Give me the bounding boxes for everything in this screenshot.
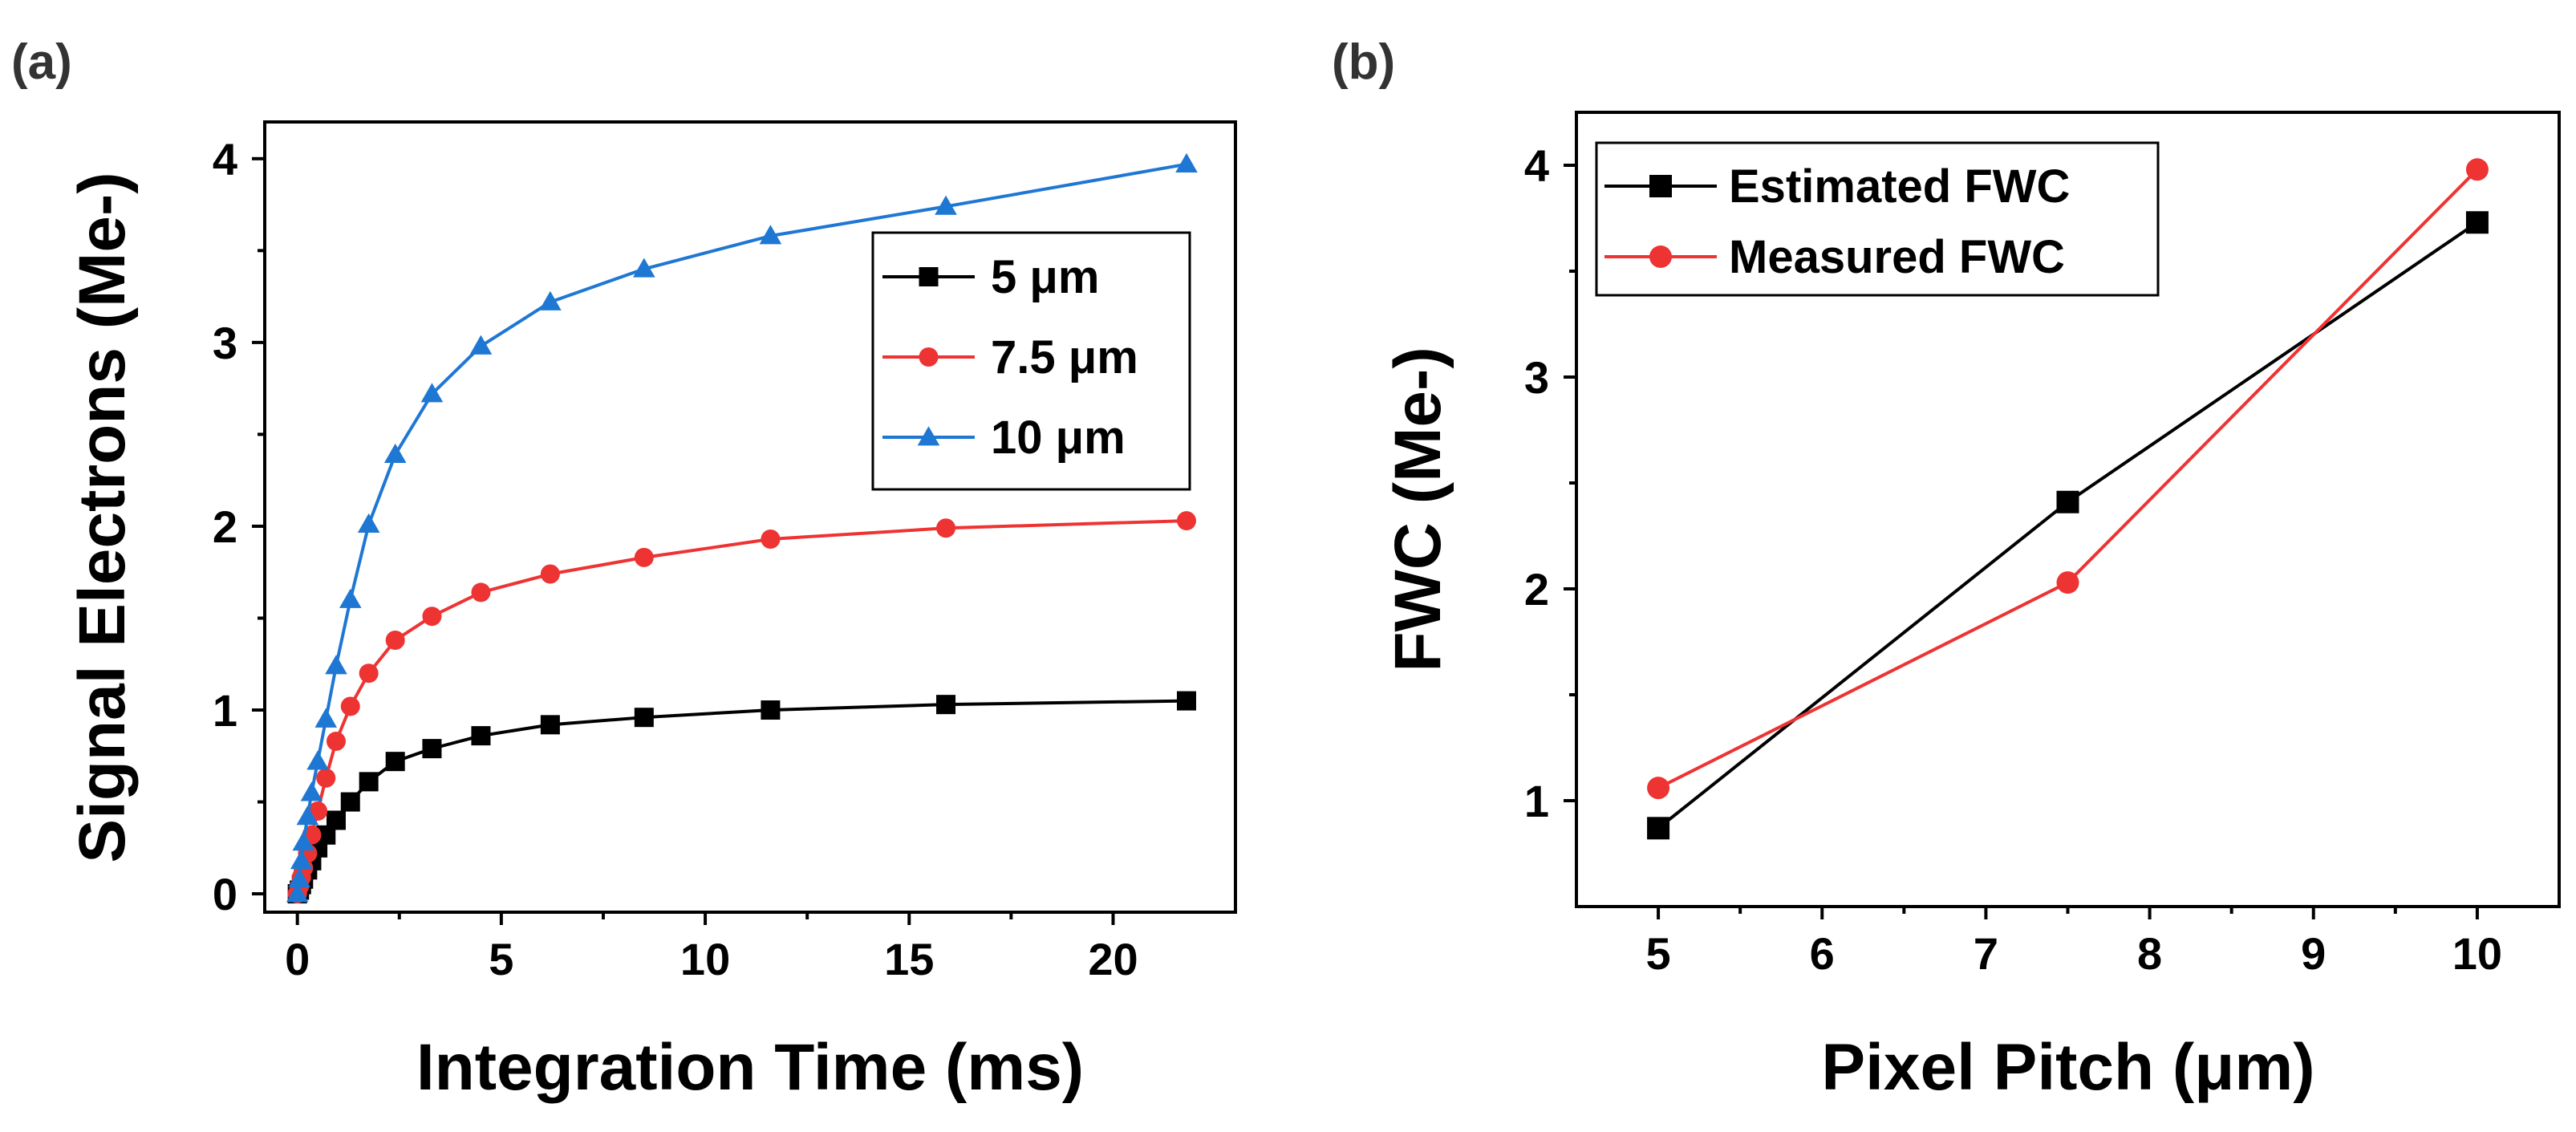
- panel-a-x-tick-label: 5: [489, 934, 513, 984]
- panel-a-data-point-5-m: [422, 739, 441, 758]
- panel-a-series-line-7-5-m: [298, 521, 1187, 894]
- panel-a-x-tick-label: 0: [285, 934, 310, 984]
- panel-a-legend-marker-5-m: [919, 267, 939, 286]
- panel-b-legend-marker-measured-fwc: [1649, 245, 1672, 268]
- panel-a-data-point-10-m: [306, 750, 329, 769]
- panel-a-data-point-10-m: [384, 444, 407, 463]
- panel-a-label: (a): [11, 34, 72, 90]
- panel-a-y-tick-label: 3: [213, 318, 237, 368]
- figure: (a) 0 5 10 15 2001234 Integration Time (ms) …: [0, 0, 2576, 1132]
- panel-a-legend-label-5um: 5 μm: [991, 251, 1099, 303]
- panel-b-x-tick-label: 5: [1646, 928, 1671, 979]
- panel-a-data-point-10-m: [325, 655, 347, 674]
- panel-b-data-point-measured-fwc: [1647, 777, 1669, 799]
- panel-b-legend-label-measured: Measured FWC: [1729, 231, 2065, 283]
- panel-a-data-point-7-5-m: [635, 548, 654, 567]
- panel-a-y-tick-label: 4: [213, 134, 237, 185]
- panel-a-data-point-7-5-m: [761, 529, 780, 549]
- panel-a-y-axis-title: Signal Electrons (Me-): [66, 172, 139, 862]
- panel-a-data-point-7-5-m: [936, 518, 955, 538]
- panel-a-data-point-10-m: [314, 708, 337, 728]
- panel-a-data-point-7-5-m: [541, 565, 560, 584]
- panel-b-data-point-estimated-fwc: [2057, 491, 2079, 513]
- panel-b-data-point-estimated-fwc: [2466, 211, 2489, 233]
- panel-b-legend-marker-estimated-fwc: [1649, 175, 1672, 197]
- panel-a-legend-label-7-5um: 7.5 μm: [991, 331, 1138, 383]
- panel-a-data-point-5-m: [635, 708, 654, 727]
- panel-b-data-point-estimated-fwc: [1647, 817, 1669, 839]
- panel-a-data-point-5-m: [341, 793, 360, 812]
- panel-b-x-tick-label: 8: [2137, 928, 2162, 979]
- panel-b-y-axis-title: FWC (Me-): [1381, 347, 1454, 671]
- panel-a-data-point-10-m: [470, 335, 493, 355]
- panel-a-x-tick-label: 10: [680, 934, 730, 984]
- panel-a-data-point-5-m: [471, 726, 490, 745]
- panel-b-data-point-measured-fwc: [2466, 158, 2489, 181]
- panel-a-legend-marker-7-5-m: [919, 347, 939, 367]
- panel-b-x-axis-title: Pixel Pitch (μm): [1821, 1031, 2314, 1104]
- panel-a-data-point-7-5-m: [327, 732, 346, 751]
- panel-a-legend: 5 μm 7.5 μm 10 μm: [873, 233, 1190, 489]
- panel-b-x-tick-label: 10: [2452, 928, 2502, 979]
- panel-a-data-point-7-5-m: [341, 696, 360, 716]
- panel-a-data-point-7-5-m: [422, 607, 441, 626]
- panel-b-y-tick-label: 1: [1524, 776, 1549, 826]
- panel-a-data-point-5-m: [327, 810, 346, 830]
- panel-b-series-line-estimated-fwc: [1658, 222, 2477, 828]
- panel-b-x-tick-label: 9: [2301, 928, 2326, 979]
- panel-a-data-point-5-m: [1177, 692, 1196, 711]
- panel-a-data-point-5-m: [386, 752, 405, 771]
- panel-b-y-tick-label: 3: [1524, 352, 1549, 403]
- panel-a-data-point-7-5-m: [359, 663, 379, 683]
- panel-a-data-point-5-m: [936, 695, 955, 714]
- panel-a-data-point-10-m: [358, 513, 380, 533]
- panel-a-data-point-5-m: [359, 772, 379, 791]
- panel-b-y-tick-label: 2: [1524, 564, 1549, 615]
- panel-a-x-tick-label: 15: [884, 934, 934, 984]
- panel-a-y-tick-label: 0: [213, 869, 237, 919]
- panel-a-series-line-5-m: [298, 701, 1187, 895]
- panel-b: (b) 5 6 7 8 9 10 1 2 3 4 Pixel Pitch (μm) FWC (Me…: [1332, 34, 2559, 1104]
- panel-a-data-point-10-m: [339, 589, 362, 608]
- panel-b-x-tick-label: 6: [1810, 928, 1835, 979]
- panel-a-legend-label-10um: 10 μm: [991, 412, 1126, 464]
- panel-a-data-point-5-m: [761, 700, 780, 720]
- panel-a-data-point-7-5-m: [471, 582, 490, 602]
- panel-a-data-point-5-m: [541, 715, 560, 734]
- panel-a-y-tick-label: 2: [213, 501, 237, 552]
- panel-b-y-tick-label: 4: [1524, 140, 1549, 191]
- panel-a-x-tick-label: 20: [1088, 934, 1138, 984]
- panel-a-data-point-7-5-m: [316, 769, 335, 788]
- panel-b-legend-label-estimated: Estimated FWC: [1729, 160, 2070, 213]
- panel-a-y-tick-label: 1: [213, 685, 237, 736]
- panel-b-x-tick-label: 7: [1974, 928, 1998, 979]
- panel-a-data-point-7-5-m: [386, 631, 405, 650]
- panel-a-x-axis-title: Integration Time (ms): [416, 1031, 1084, 1104]
- panel-a-data-point-7-5-m: [1177, 511, 1196, 530]
- panel-a-data-point-10-m: [1175, 153, 1198, 172]
- panel-b-legend: Estimated FWC Measured FWC: [1596, 143, 2158, 295]
- panel-b-data-point-measured-fwc: [2057, 571, 2079, 594]
- panel-b-label: (b): [1332, 34, 1395, 90]
